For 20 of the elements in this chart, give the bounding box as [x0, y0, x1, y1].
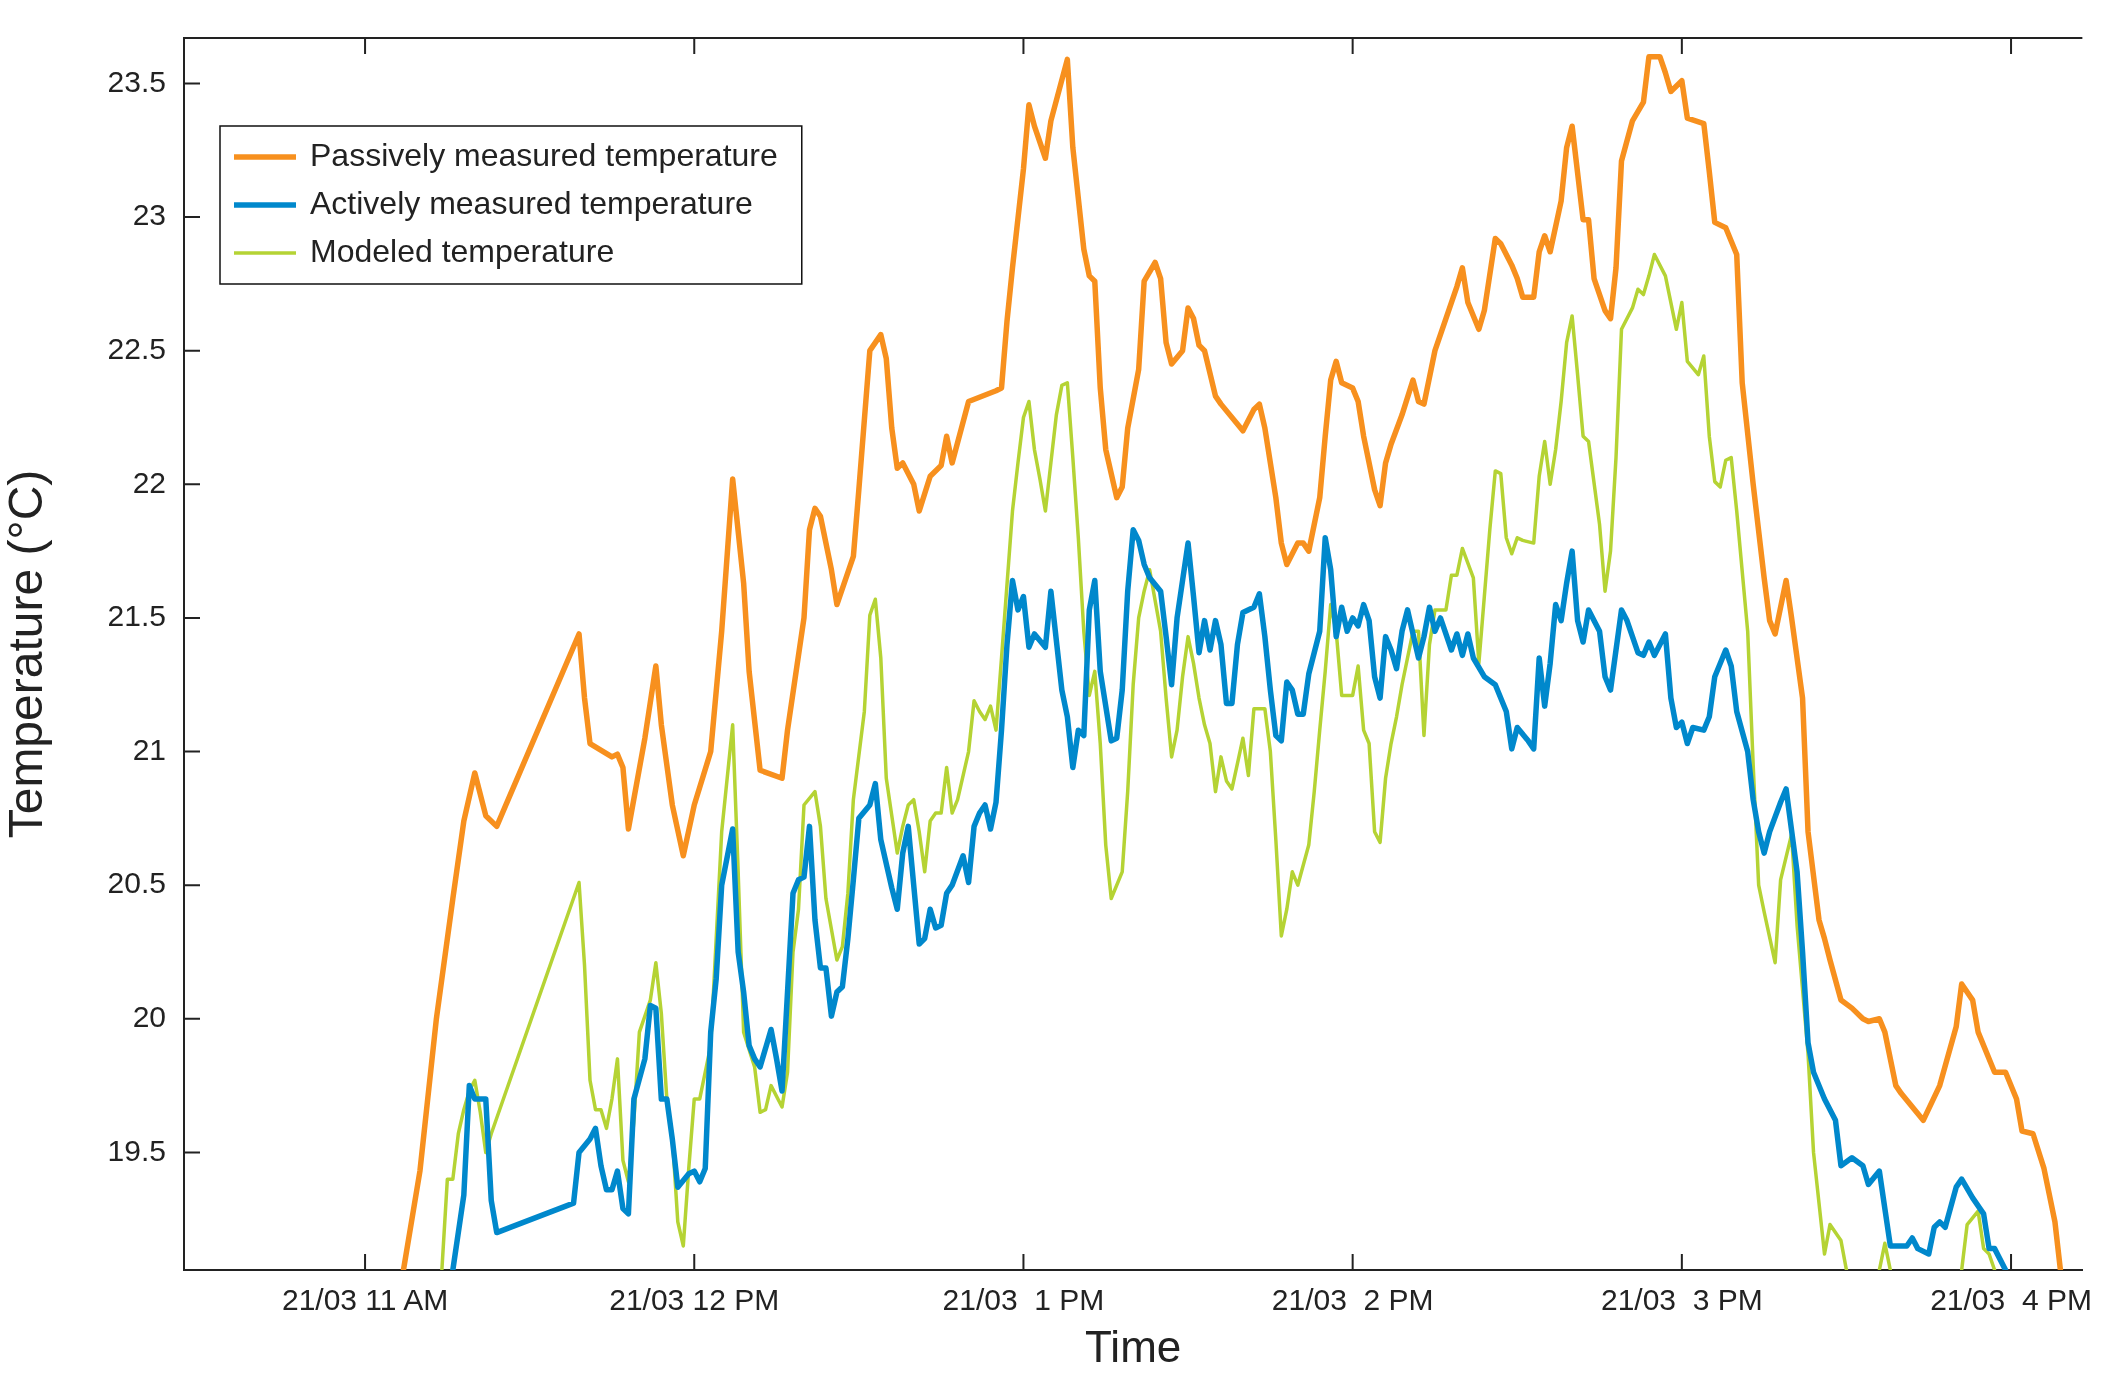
- legend-label: Passively measured temperature: [310, 136, 778, 173]
- y-tick-label: 20.5: [107, 866, 166, 900]
- x-tick-label: 21/03 12 PM: [609, 1283, 780, 1317]
- y-tick-label: 23.5: [107, 64, 166, 98]
- x-tick-label: 21/03 11 AM: [281, 1283, 449, 1317]
- x-tick-label: 21/03 3 PM: [1600, 1283, 1763, 1317]
- x-tick-label: 21/03 4 PM: [1930, 1283, 2092, 1317]
- y-tick-label: 22.5: [107, 331, 166, 365]
- legend-label: Modeled temperature: [310, 232, 615, 269]
- y-tick-label: 20: [132, 1000, 166, 1034]
- y-tick-label: 22: [132, 465, 166, 499]
- y-axis-title: Temperature (°C): [0, 469, 53, 839]
- y-tick-label: 21: [132, 732, 166, 766]
- legend-label: Actively measured temperature: [310, 184, 753, 221]
- x-tick-label: 21/03 1 PM: [942, 1283, 1105, 1317]
- x-tick-label: 21/03 2 PM: [1271, 1283, 1434, 1317]
- x-axis-title: Time: [1085, 1321, 1182, 1371]
- y-tick-label: 23: [132, 198, 166, 232]
- y-tick-label: 21.5: [107, 599, 166, 633]
- y-tick-label: 19.5: [107, 1133, 166, 1167]
